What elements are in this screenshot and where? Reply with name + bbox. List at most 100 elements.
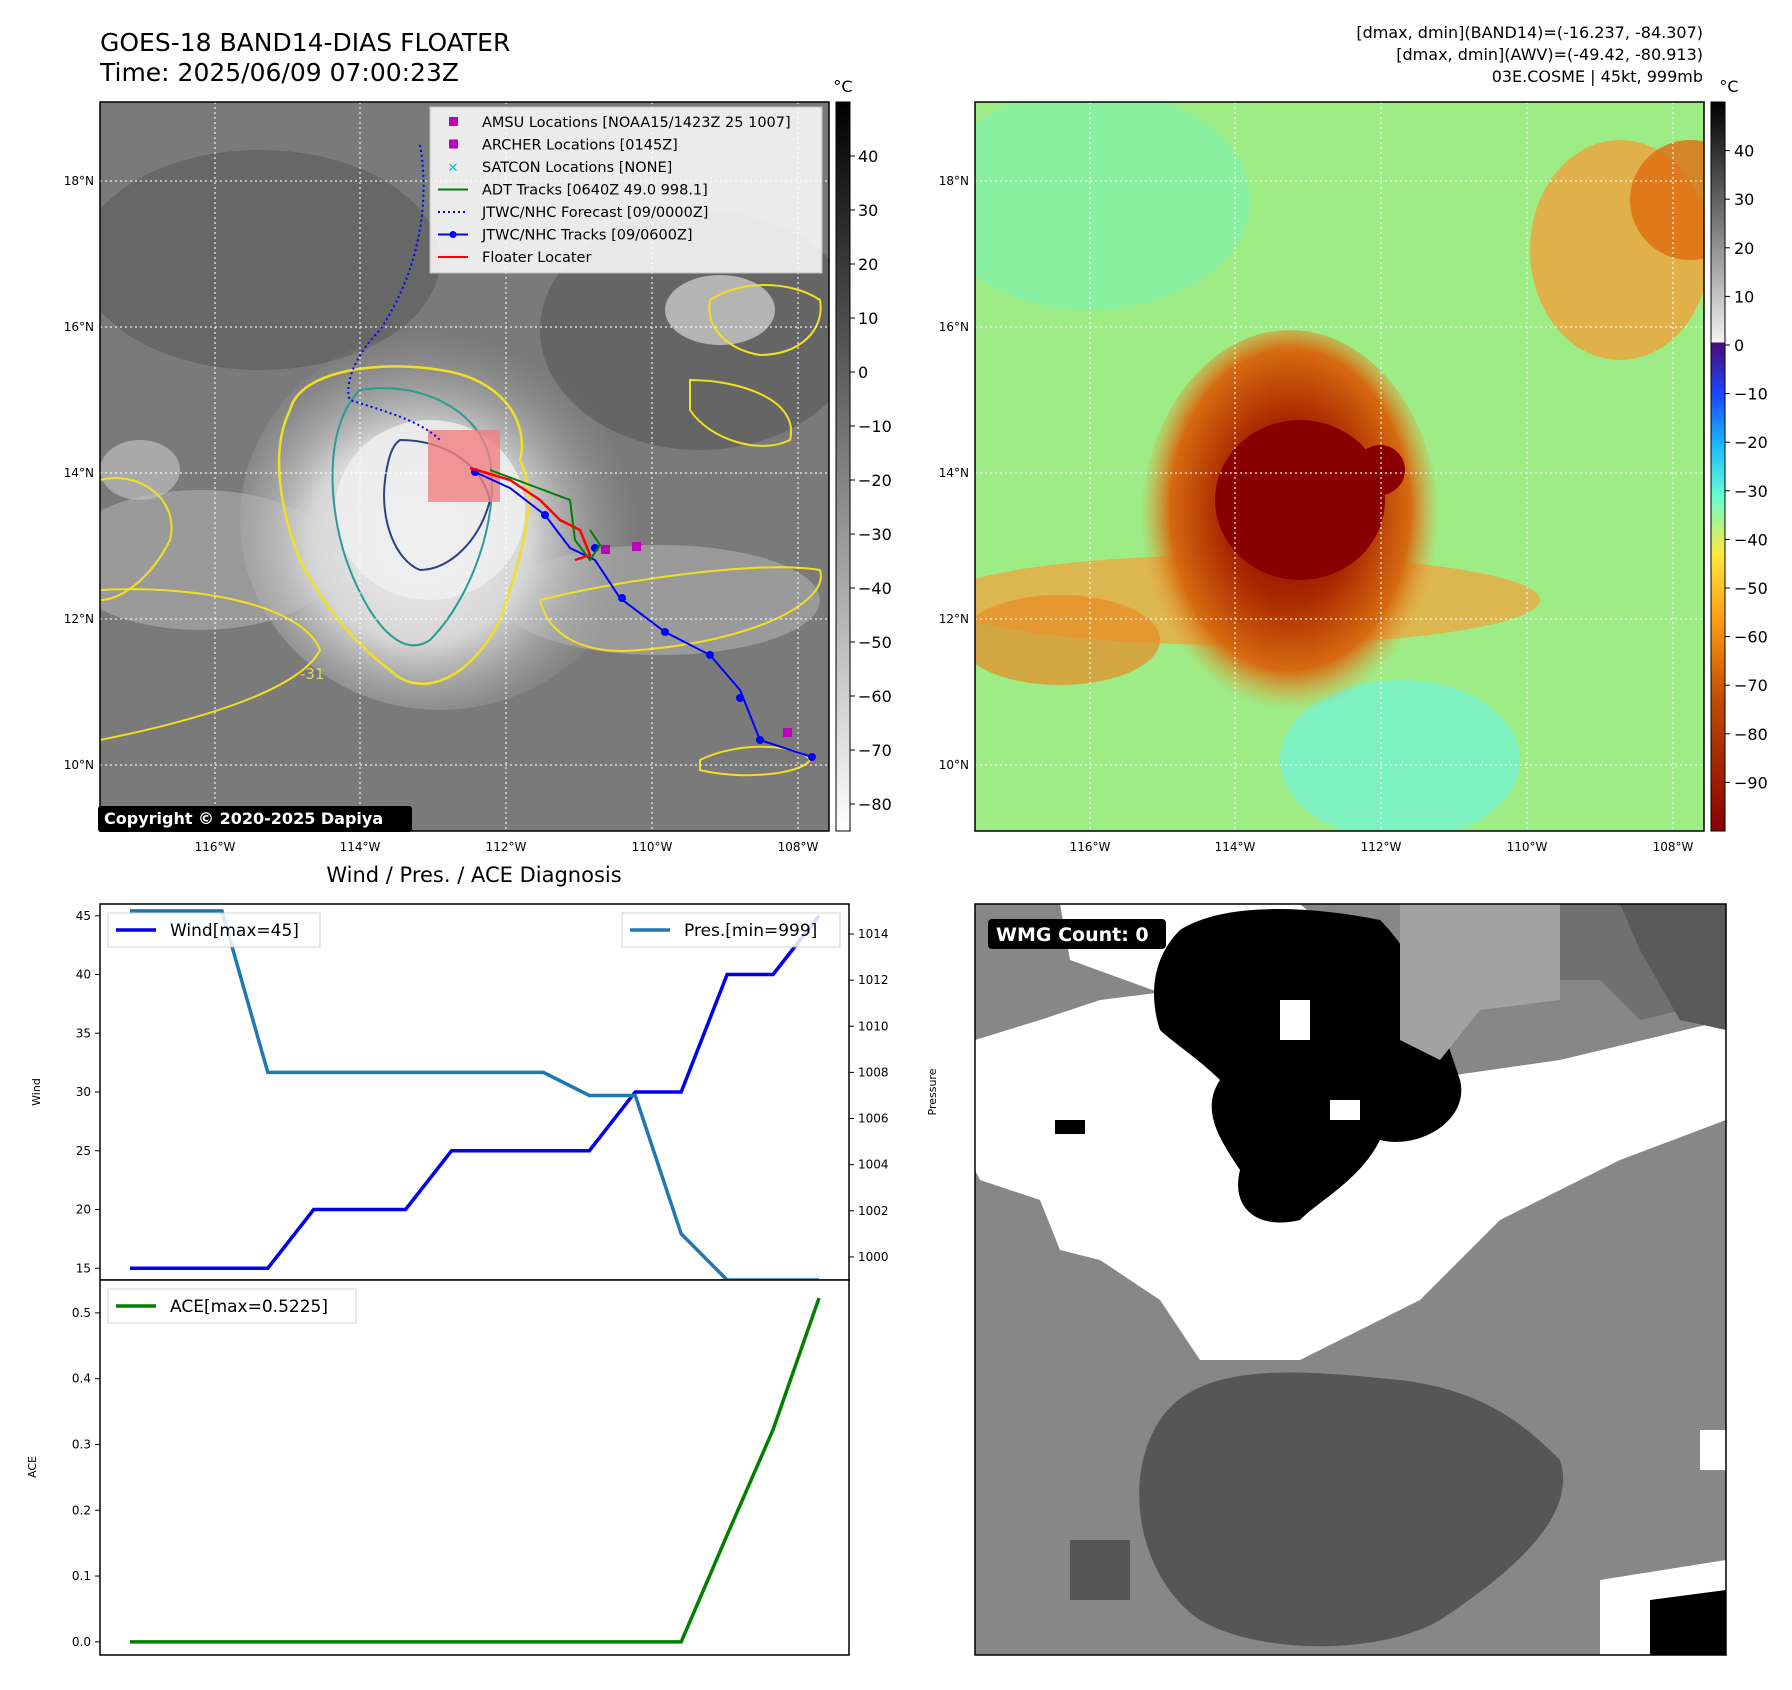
legend-label: JTWC/NHC Forecast [09/0000Z]	[481, 205, 708, 221]
legend-label: AMSU Locations [NOAA15/1423Z 25 1007]	[482, 115, 791, 131]
colorbar-tick-label: 10	[1734, 287, 1754, 306]
copyright-text: Copyright © 2020-2025 Dapiya	[104, 809, 383, 828]
legend-entry: AMSU Locations [NOAA15/1423Z 25 1007]	[449, 115, 791, 131]
colorbar-tick-label: 40	[858, 147, 878, 166]
ace-axis-label: ACE	[26, 1456, 39, 1478]
figure-title: GOES-18 BAND14-DIAS FLOATER	[100, 28, 510, 57]
colorbar-awv: °C 40 30 20 10 0 −10 −20 −30 −40 −50 −60 −70 −80 −90	[1710, 77, 1768, 832]
y2-tick-label: 1006	[858, 1112, 889, 1126]
colorbar-ir: °C 40 30 20 10 0 −10 −20 −30 −40 −50 −60 −70 −80	[833, 77, 892, 832]
y-tick-label: 0.3	[72, 1437, 91, 1451]
legend-entry: ADT Tracks [0640Z 49.0 998.1]	[438, 183, 708, 199]
stats-band14: [dmax, dmin](BAND14)=(-16.237, -84.307)	[1356, 23, 1703, 42]
colorbar-tick-label: 30	[1734, 190, 1754, 209]
y2-tick-label: 1000	[858, 1250, 889, 1264]
wmg-badge: WMG Count: 0	[988, 919, 1166, 949]
colorbar-ir-unit: °C	[833, 77, 852, 96]
ace-legend: ACE[max=0.5225]	[107, 1288, 357, 1324]
wind-axis-label: Wind	[30, 1078, 43, 1106]
pressure-legend: Pres.[min=999]	[621, 912, 841, 948]
wmg-panel: WMG Count: 0	[974, 903, 1727, 1656]
map-axis-ticks: 116°W 114°W 112°W 110°W 108°W 18°N 16°N 14°N 12°…	[64, 174, 1694, 854]
y-tick-label: 0.2	[72, 1503, 91, 1517]
y-tick-label: 45	[76, 909, 91, 923]
colorbar-tick-label: 20	[858, 255, 878, 274]
colorbar-tick-label: −90	[1734, 773, 1768, 792]
lon-tick-label: 108°W	[1653, 840, 1694, 854]
legend-marker-dot	[449, 231, 457, 238]
colorbar-awv-unit: °C	[1719, 77, 1738, 96]
colorbar-tick-label: −60	[858, 687, 892, 706]
copyright-badge: Copyright © 2020-2025 Dapiya	[98, 806, 412, 832]
diagnosis-title: Wind / Pres. / ACE Diagnosis	[326, 863, 621, 887]
ace-chart: 0.0 0.1 0.2 0.3 0.4 0.5 ACE[max=0.5225]	[72, 1279, 850, 1656]
lat-tick-label: 10°N	[939, 758, 969, 772]
lat-tick-label: 10°N	[64, 758, 94, 772]
y2-tick-label: 1002	[858, 1204, 889, 1218]
colorbar-tick-label: −40	[1734, 530, 1768, 549]
lon-tick-label: 114°W	[340, 840, 381, 854]
legend-entry: JTWC/NHC Tracks [09/0600Z]	[438, 228, 693, 244]
lat-tick-label: 12°N	[64, 612, 94, 626]
colorbar-tick-label: −50	[858, 633, 892, 652]
y2-tick-label: 1008	[858, 1065, 889, 1079]
contour-label: -31	[300, 665, 325, 683]
colorbar-tick-label: −50	[1734, 579, 1768, 598]
wind-legend: Wind[max=45]	[107, 912, 321, 948]
legend-entry: ARCHER Locations [0145Z]	[449, 138, 678, 154]
legend-entry: Floater Locater	[438, 250, 591, 266]
y2-tick-label: 1004	[858, 1158, 889, 1172]
y-tick-label: 25	[76, 1144, 91, 1158]
awv-map	[974, 101, 1705, 832]
colorbar-tick-label: 30	[858, 201, 878, 220]
legend-marker: ✕	[448, 161, 459, 176]
wind-pressure-chart: 15 20 25 30 35 40 45 1000 1002 1004 1006 1008 1010 10…	[76, 903, 889, 1282]
colorbar-tick-label: −10	[858, 417, 892, 436]
y-tick-label: 30	[76, 1085, 91, 1099]
legend-entry: ✕ SATCON Locations [NONE]	[448, 160, 673, 176]
colorbar-tick-label: 0	[858, 363, 868, 382]
ir-map: -31 AMSU Locations [NOAA15/1423Z 25 1007…	[98, 101, 830, 832]
y-tick-label: 35	[76, 1026, 91, 1040]
legend-marker	[449, 139, 458, 149]
legend-label: ACE[max=0.5225]	[170, 1297, 328, 1317]
stats-storm: 03E.COSME | 45kt, 999mb	[1492, 67, 1703, 86]
colorbar-tick-label: −40	[858, 579, 892, 598]
colorbar-tick-label: −60	[1734, 628, 1768, 647]
series-line	[130, 909, 819, 1282]
y-tick-label: 40	[76, 968, 91, 982]
series-line	[130, 1297, 821, 1644]
series-line	[130, 914, 821, 1270]
lat-tick-label: 12°N	[939, 612, 969, 626]
colorbar-tick-label: −70	[1734, 676, 1768, 695]
colorbar-tick-label: −30	[858, 525, 892, 544]
y-tick-label: 0.5	[72, 1306, 91, 1320]
stats-awv: [dmax, dmin](AWV)=(-49.42, -80.913)	[1396, 45, 1703, 64]
lat-tick-label: 18°N	[64, 174, 94, 188]
legend-label: JTWC/NHC Tracks [09/0600Z]	[481, 228, 693, 244]
lat-tick-label: 14°N	[64, 466, 94, 480]
pressure-axis-label: Pressure	[926, 1068, 939, 1115]
y2-tick-label: 1010	[858, 1019, 889, 1033]
legend-label: Pres.[min=999]	[684, 921, 817, 941]
lat-tick-label: 16°N	[939, 320, 969, 334]
colorbar-tick-label: 40	[1734, 142, 1754, 161]
colorbar-tick-label: −80	[1734, 725, 1768, 744]
legend-label: Wind[max=45]	[170, 921, 299, 941]
lon-tick-label: 110°W	[1507, 840, 1548, 854]
colorbar-tick-label: −80	[858, 795, 892, 814]
colorbar-tick-label: 10	[858, 309, 878, 328]
y2-tick-label: 1012	[858, 973, 889, 987]
y-tick-label: 0.4	[72, 1372, 91, 1386]
colorbar-tick-label: 20	[1734, 239, 1754, 258]
lat-tick-label: 16°N	[64, 320, 94, 334]
y-tick-label: 0.1	[72, 1569, 91, 1583]
legend-label: ADT Tracks [0640Z 49.0 998.1]	[482, 183, 708, 199]
y-tick-label: 0.0	[72, 1635, 91, 1649]
lon-tick-label: 108°W	[778, 840, 819, 854]
wmg-count-label: WMG Count: 0	[996, 924, 1149, 946]
colorbar-tick-label: −30	[1734, 482, 1768, 501]
y2-tick-label: 1014	[858, 927, 889, 941]
lon-tick-label: 114°W	[1215, 840, 1256, 854]
